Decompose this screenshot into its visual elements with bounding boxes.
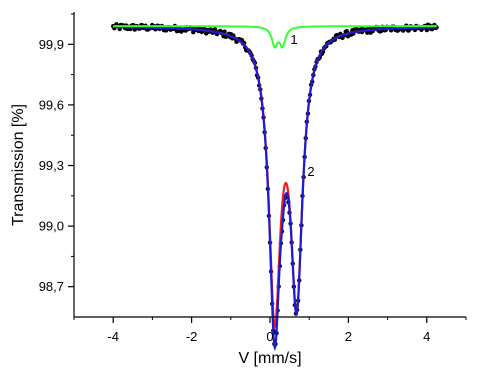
- component-2-curve: [113, 25, 437, 330]
- plot-area: [111, 22, 439, 351]
- component-1-curve: [113, 25, 437, 49]
- annotation-label-1: 1: [290, 32, 297, 47]
- data-point: [204, 31, 209, 36]
- y-tick-label: 99,0: [39, 219, 64, 234]
- x-tick-label: -2: [186, 329, 198, 344]
- total-fit-curve: [113, 25, 437, 351]
- x-axis-label: V [mm/s]: [238, 350, 301, 367]
- y-tick-label: 98,7: [39, 279, 64, 294]
- x-tick-label: 2: [345, 329, 352, 344]
- x-tick-label: 4: [423, 329, 430, 344]
- x-tick-label: -4: [107, 329, 119, 344]
- y-axis-label: Transmission [%]: [10, 104, 27, 226]
- data-point: [424, 27, 430, 33]
- y-tick-label: 99,3: [39, 158, 64, 173]
- axis-ticks: -4 -2 0 2 4 98,7 99,0 99,3 99,6 99,9: [39, 13, 467, 344]
- y-tick-label: 99,6: [39, 97, 64, 112]
- annotation-label-2: 2: [307, 164, 314, 179]
- data-point: [365, 30, 370, 35]
- y-tick-label: 99,9: [39, 37, 64, 52]
- x-tick-label: 0: [266, 329, 273, 344]
